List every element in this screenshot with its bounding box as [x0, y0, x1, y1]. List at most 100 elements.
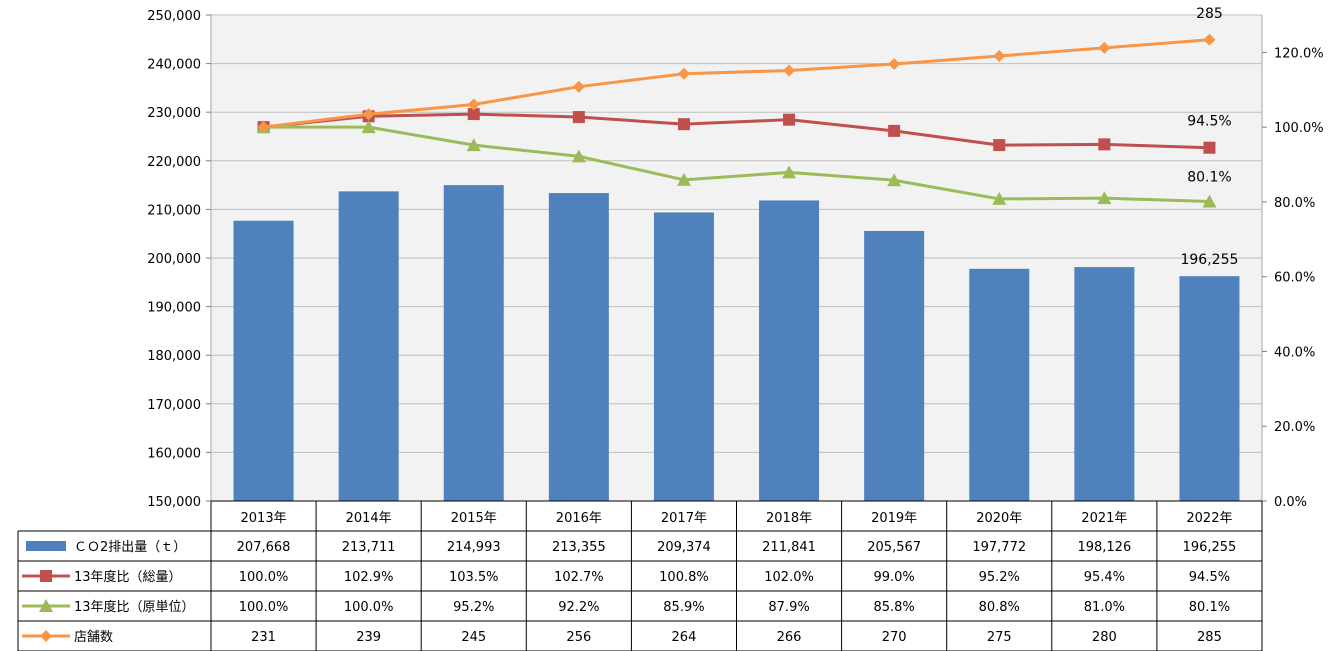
bar	[1179, 276, 1240, 501]
y-tick-label: 160,000	[147, 446, 201, 461]
line-data-label: 285	[1196, 6, 1223, 22]
legend-key-marker	[39, 599, 53, 612]
table-cell: 94.5%	[1189, 570, 1230, 585]
table-cell: 245	[461, 630, 486, 645]
table-cell: 209,374	[657, 540, 711, 555]
data-point	[467, 98, 480, 111]
y-tick-label: 250,000	[147, 9, 201, 24]
y-tick-label: 210,000	[147, 203, 201, 218]
data-point	[467, 108, 480, 121]
legend-label: ＣＯ2排出量（ｔ）	[74, 540, 186, 555]
data-point	[1202, 194, 1217, 208]
table-cell: 99.0%	[873, 570, 914, 585]
table-cell: 80.8%	[979, 600, 1020, 615]
line-data-label: 80.1%	[1187, 170, 1231, 186]
x-category-label: 2020年	[976, 511, 1022, 526]
x-category-label: 2014年	[346, 511, 392, 526]
data-point	[993, 49, 1006, 62]
bar	[969, 268, 1030, 501]
data-point	[1098, 138, 1111, 151]
series-line	[263, 125, 1210, 204]
y-tick-label: 200,000	[147, 252, 201, 267]
y2-tick-label: 0.0%	[1274, 495, 1307, 510]
bar	[1074, 267, 1135, 501]
table-cell: 256	[566, 630, 591, 645]
table-cell: 285	[1197, 630, 1222, 645]
y2-tick-label: 80.0%	[1274, 196, 1315, 211]
data-point	[887, 173, 902, 187]
y2-tick-label: 60.0%	[1274, 271, 1315, 286]
bar	[653, 212, 714, 501]
y-tick-label: 150,000	[147, 495, 201, 510]
bar	[864, 230, 925, 501]
data-point	[572, 111, 585, 124]
table-cell: 81.0%	[1084, 600, 1125, 615]
data-point	[466, 138, 481, 152]
data-point	[362, 108, 375, 121]
table-cell: 100.8%	[659, 570, 709, 585]
x-category-label: 2018年	[766, 511, 812, 526]
data-point	[677, 67, 690, 80]
legend-label: 13年度比（原単位）	[74, 599, 195, 615]
table-cell: 100.0%	[239, 570, 289, 585]
table-cell: 100.0%	[239, 600, 289, 615]
y-tick-label: 190,000	[147, 301, 201, 316]
table-cell: 275	[987, 630, 1012, 645]
bar-data-label: 196,255	[1180, 252, 1238, 268]
table-cell: 103.5%	[449, 570, 499, 585]
data-point	[361, 120, 376, 134]
data-point	[782, 165, 797, 179]
table-cell: 95.2%	[979, 570, 1020, 585]
data-point	[1097, 191, 1112, 205]
table-cell: 213,711	[342, 540, 396, 555]
x-category-label: 2013年	[241, 511, 287, 526]
legend-key-marker	[40, 630, 52, 642]
data-point	[676, 172, 691, 186]
table-cell: 85.8%	[873, 600, 914, 615]
data-point	[257, 121, 270, 134]
legend-label: 店舗数	[74, 630, 113, 645]
data-point	[571, 149, 586, 163]
bar	[548, 193, 609, 501]
data-point	[992, 191, 1007, 205]
data-point	[1203, 141, 1216, 154]
table-cell: 264	[672, 630, 697, 645]
y-tick-label: 240,000	[147, 58, 201, 73]
table-cell: 214,993	[447, 540, 501, 555]
table-cell: 102.9%	[344, 570, 394, 585]
y2-tick-label: 120.0%	[1274, 46, 1324, 61]
y-tick-label: 180,000	[147, 349, 201, 364]
table-cell: 280	[1092, 630, 1117, 645]
x-category-label: 2016年	[556, 511, 602, 526]
bar	[443, 185, 504, 501]
series-line	[263, 112, 1210, 150]
table-cell: 198,126	[1077, 540, 1131, 555]
bar	[338, 191, 399, 501]
table-cell: 231	[251, 630, 276, 645]
table-cell: 205,567	[867, 540, 921, 555]
x-category-label: 2019年	[871, 511, 917, 526]
table-cell: 239	[356, 630, 381, 645]
table-cell: 213,355	[552, 540, 606, 555]
y2-tick-label: 40.0%	[1274, 345, 1315, 360]
table-cell: 80.1%	[1189, 600, 1230, 615]
table-cell: 207,668	[237, 540, 291, 555]
data-point	[572, 80, 585, 93]
data-point	[783, 64, 796, 77]
data-point	[1098, 41, 1111, 54]
data-point	[1203, 33, 1216, 46]
table-cell: 196,255	[1183, 540, 1237, 555]
legend-key	[26, 541, 66, 551]
x-category-label: 2021年	[1081, 511, 1127, 526]
data-point	[888, 124, 901, 137]
bar	[759, 200, 820, 501]
table-cell: 266	[777, 630, 802, 645]
data-point	[993, 139, 1006, 152]
y-tick-label: 230,000	[147, 106, 201, 121]
x-category-label: 2022年	[1186, 511, 1232, 526]
legend-key-marker	[40, 570, 52, 582]
table-cell: 100.0%	[344, 600, 394, 615]
table-cell: 270	[882, 630, 907, 645]
y-tick-label: 220,000	[147, 155, 201, 170]
